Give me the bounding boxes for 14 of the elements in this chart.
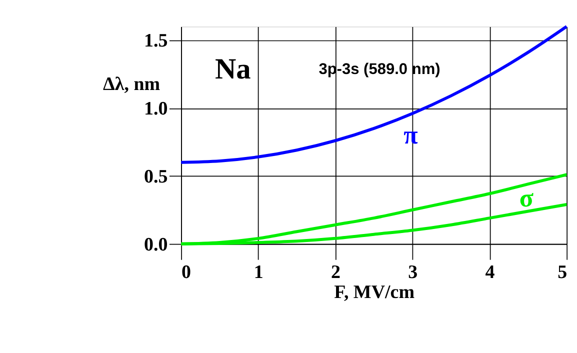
x-tick-label: 5	[558, 262, 568, 283]
y-axis-title: Δλ, nm	[103, 74, 160, 95]
y-tick-label: 0.5	[144, 166, 168, 188]
x-axis-title: F, MV/cm	[334, 282, 415, 303]
x-tick-label: 4	[485, 262, 496, 283]
y-tick-label: 0.0	[144, 234, 168, 256]
y-tick-label: 1.5	[144, 30, 168, 52]
x-tick-label: 0	[182, 262, 192, 283]
annotation: Na	[214, 53, 252, 86]
y-tick-label: 1.0	[144, 98, 168, 120]
x-tick-label: 1	[254, 262, 264, 283]
x-tick-label: 2	[331, 262, 341, 283]
series-label: σ	[519, 184, 534, 213]
x-tick-label: 3	[408, 262, 418, 283]
